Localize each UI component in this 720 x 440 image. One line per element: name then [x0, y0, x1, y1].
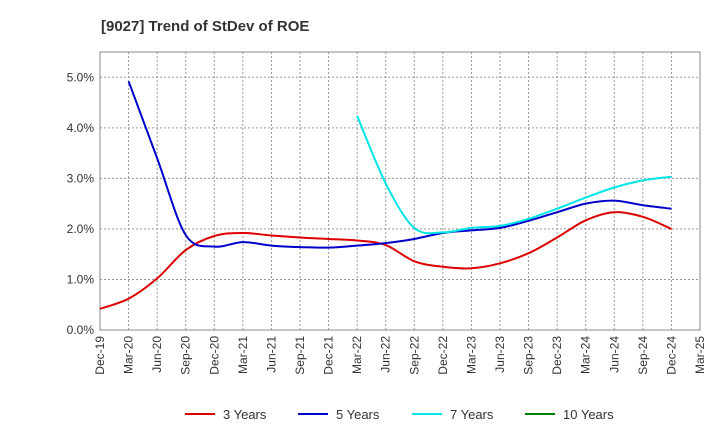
- x-tick-label: Mar-23: [464, 336, 478, 374]
- series-lines: [99, 80, 672, 310]
- grid: [100, 52, 700, 330]
- y-axis: 0.0% 1.0% 2.0% 3.0% 4.0% 5.0%: [67, 70, 95, 337]
- legend-label: 5 Years: [336, 407, 380, 422]
- x-tick-label: Sep-24: [636, 336, 650, 375]
- x-tick-label: Dec-19: [93, 336, 107, 375]
- x-tick-label: Dec-22: [436, 336, 450, 375]
- y-tick-label: 0.0%: [67, 323, 95, 337]
- x-tick-label: Jun-24: [607, 336, 621, 373]
- x-tick-label: Jun-22: [379, 336, 393, 373]
- x-tick-label: Mar-24: [579, 336, 593, 374]
- x-tick-label: Jun-20: [150, 336, 164, 373]
- x-tick-label: Dec-24: [664, 336, 678, 375]
- series-line: [127, 80, 672, 249]
- series-line: [356, 115, 672, 235]
- x-axis: Dec-19 Mar-20 Jun-20 Sep-20 Dec-20 Mar-21 Jun-…: [93, 336, 707, 375]
- legend-label: 7 Years: [450, 407, 494, 422]
- legend-label: 3 Years: [223, 407, 267, 422]
- x-tick-label: Dec-23: [550, 336, 564, 375]
- chart-title: [9027] Trend of StDev of ROE: [101, 18, 309, 35]
- x-tick-label: Jun-21: [264, 336, 278, 373]
- y-tick-label: 4.0%: [67, 121, 95, 135]
- x-tick-label: Sep-22: [407, 336, 421, 375]
- y-tick-label: 5.0%: [67, 70, 95, 84]
- x-tick-label: Dec-20: [207, 336, 221, 375]
- y-tick-label: 1.0%: [67, 272, 95, 286]
- legend: 3 Years 5 Years 7 Years 10 Years: [185, 407, 614, 422]
- plot-frame: [99, 51, 701, 331]
- legend-label: 10 Years: [563, 407, 614, 422]
- x-tick-label: Jun-23: [493, 336, 507, 373]
- x-tick-label: Mar-25: [693, 336, 707, 374]
- x-tick-label: Sep-21: [293, 336, 307, 375]
- x-tick-label: Mar-20: [122, 336, 136, 374]
- x-tick-label: Sep-23: [522, 336, 536, 375]
- x-tick-label: Mar-21: [236, 336, 250, 374]
- x-tick-label: Mar-22: [350, 336, 364, 374]
- y-tick-label: 2.0%: [67, 222, 95, 236]
- x-tick-label: Dec-21: [322, 336, 336, 375]
- x-tick-label: Sep-20: [179, 336, 193, 375]
- y-tick-label: 3.0%: [67, 171, 95, 185]
